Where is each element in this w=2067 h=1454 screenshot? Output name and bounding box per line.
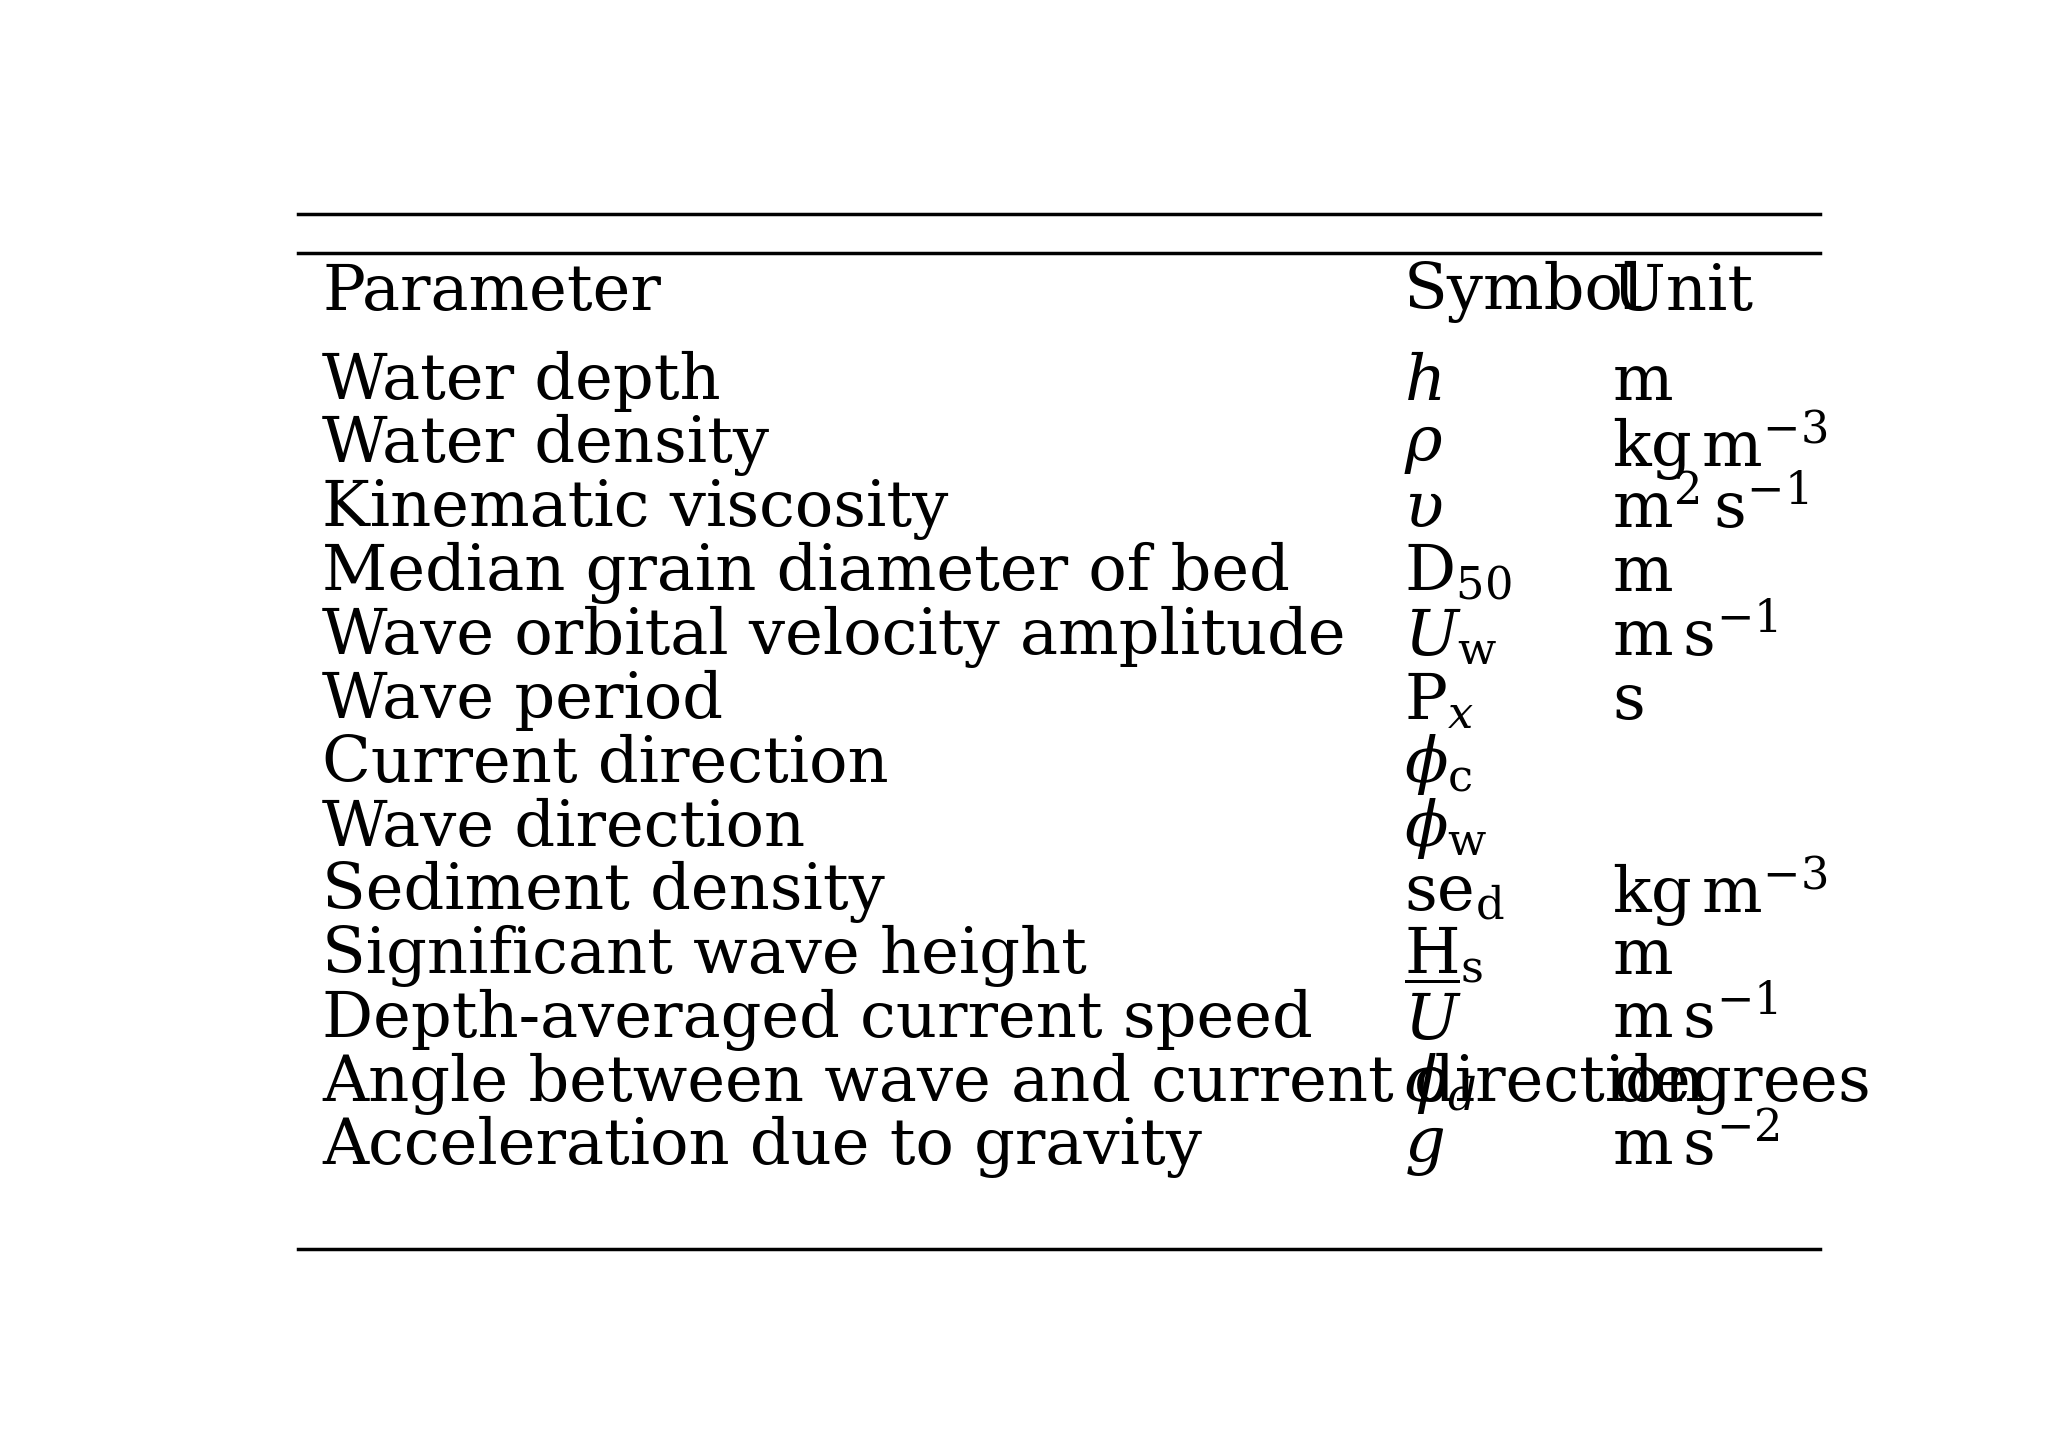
Text: Water density: Water density (322, 414, 769, 477)
Text: Unit: Unit (1612, 262, 1753, 323)
Text: $\upsilon$: $\upsilon$ (1403, 478, 1443, 541)
Text: Current direction: Current direction (322, 734, 889, 795)
Text: Wave direction: Wave direction (322, 798, 806, 859)
Text: $\mathrm{P}_{x}$: $\mathrm{P}_{x}$ (1403, 670, 1474, 731)
Text: $\mathrm{m}^{2}\,\mathrm{s}^{-1}$: $\mathrm{m}^{2}\,\mathrm{s}^{-1}$ (1612, 478, 1809, 541)
Text: $\mathrm{se}_{\mathrm{d}}$: $\mathrm{se}_{\mathrm{d}}$ (1403, 861, 1505, 923)
Text: $g$: $g$ (1403, 1117, 1445, 1178)
Text: Median grain diameter of bed: Median grain diameter of bed (322, 542, 1290, 603)
Text: Significant wave height: Significant wave height (322, 925, 1087, 987)
Text: Kinematic viscosity: Kinematic viscosity (322, 478, 949, 539)
Text: Wave orbital velocity amplitude: Wave orbital velocity amplitude (322, 606, 1346, 667)
Text: $\mathrm{degrees}$: $\mathrm{degrees}$ (1612, 1050, 1869, 1117)
Text: $\mathrm{m}$: $\mathrm{m}$ (1612, 350, 1672, 413)
Text: Water depth: Water depth (322, 350, 721, 411)
Text: $\mathrm{m}$: $\mathrm{m}$ (1612, 542, 1672, 603)
Text: Parameter: Parameter (322, 262, 661, 323)
Text: $\mathrm{m\,s}^{-1}$: $\mathrm{m\,s}^{-1}$ (1612, 606, 1778, 669)
Text: $\mathrm{kg\,m}^{-3}$: $\mathrm{kg\,m}^{-3}$ (1612, 855, 1827, 929)
Text: $\mathrm{m\,s}^{-1}$: $\mathrm{m\,s}^{-1}$ (1612, 989, 1778, 1051)
Text: Acceleration due to gravity: Acceleration due to gravity (322, 1117, 1203, 1178)
Text: $\mathrm{kg\,m}^{-3}$: $\mathrm{kg\,m}^{-3}$ (1612, 409, 1827, 483)
Text: $\mathrm{H}_{\mathrm{s}}$: $\mathrm{H}_{\mathrm{s}}$ (1403, 925, 1482, 987)
Text: $h$: $h$ (1403, 350, 1441, 413)
Text: $\phi_{d}$: $\phi_{d}$ (1403, 1051, 1476, 1117)
Text: $\rho$: $\rho$ (1403, 414, 1443, 477)
Text: $\phi_{\mathrm{c}}$: $\phi_{\mathrm{c}}$ (1403, 731, 1472, 797)
Text: $\mathrm{D}_{50}$: $\mathrm{D}_{50}$ (1403, 542, 1511, 603)
Text: $\mathrm{m\,s}^{-2}$: $\mathrm{m\,s}^{-2}$ (1612, 1117, 1780, 1178)
Text: $U_{\mathrm{w}}$: $U_{\mathrm{w}}$ (1403, 606, 1497, 667)
Text: Symbol: Symbol (1403, 262, 1643, 323)
Text: $\overline{U}$: $\overline{U}$ (1403, 986, 1461, 1054)
Text: Depth-averaged current speed: Depth-averaged current speed (322, 989, 1313, 1051)
Text: $\mathrm{s}$: $\mathrm{s}$ (1612, 670, 1643, 731)
Text: Wave period: Wave period (322, 670, 723, 731)
Text: Sediment density: Sediment density (322, 861, 885, 923)
Text: $\phi_{\mathrm{w}}$: $\phi_{\mathrm{w}}$ (1403, 795, 1486, 861)
Text: $\mathrm{m}$: $\mathrm{m}$ (1612, 925, 1672, 987)
Text: Angle between wave and current direction: Angle between wave and current direction (322, 1053, 1705, 1115)
